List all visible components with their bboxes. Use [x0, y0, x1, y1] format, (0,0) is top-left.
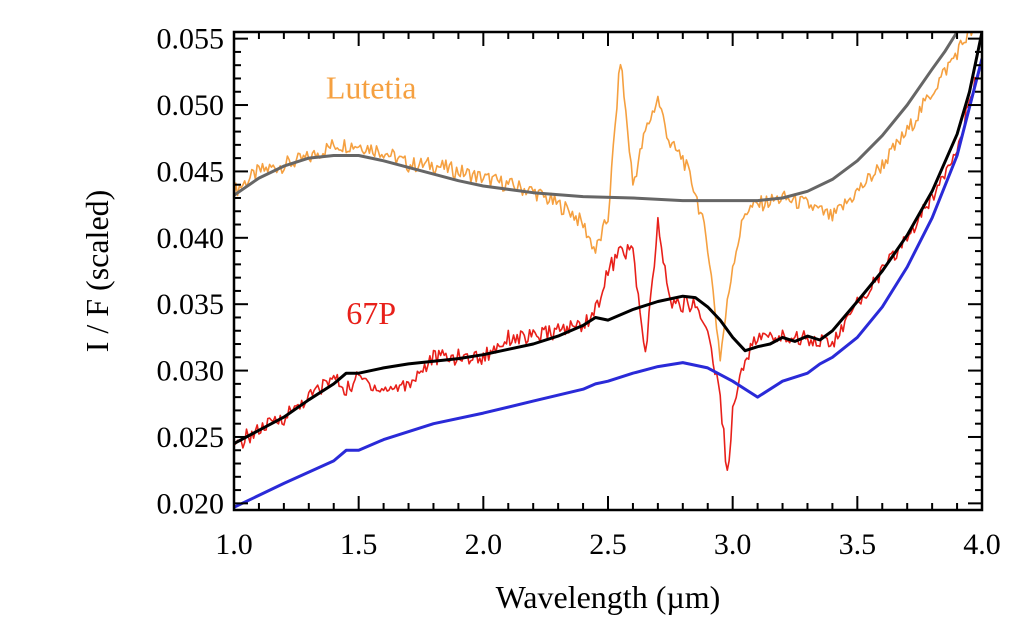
series-line-3 — [234, 32, 982, 445]
x-tick-label: 4.0 — [963, 528, 1001, 561]
x-axis-title: Wavelength (µm) — [496, 579, 721, 615]
series-line-2 — [234, 59, 982, 471]
y-tick-label: 0.030 — [157, 355, 225, 388]
tick-labels-layer: 1.0 1.5 2.0 2.5 3.0 3.5 4.0 0.020 0.025 0.030 0.03… — [157, 23, 1001, 561]
ticks-layer — [233, 32, 983, 510]
series-line-4 — [234, 58, 982, 509]
y-tick-label: 0.035 — [157, 288, 225, 321]
x-tick-label: 1.0 — [215, 528, 253, 561]
series-line-1 — [234, 32, 960, 203]
x-tick-label: 3.0 — [714, 528, 752, 561]
y-axis-title: I / F (scaled) — [79, 190, 115, 353]
y-tick-label: 0.020 — [157, 487, 225, 520]
x-tick-label: 2.5 — [589, 528, 627, 561]
y-tick-label: 0.055 — [157, 23, 225, 56]
annotation-lutetia: Lutetia — [326, 69, 417, 105]
series-layer — [234, 32, 982, 509]
y-tick-label: 0.045 — [157, 155, 225, 188]
y-tick-label: 0.050 — [157, 89, 225, 122]
series-line-0 — [234, 32, 982, 362]
x-tick-label: 3.5 — [839, 528, 877, 561]
y-tick-label: 0.040 — [157, 222, 225, 255]
y-tick-label: 0.025 — [157, 421, 225, 454]
annotation-67p: 67P — [346, 295, 396, 331]
x-tick-label: 2.0 — [465, 528, 503, 561]
x-tick-label: 1.5 — [340, 528, 378, 561]
